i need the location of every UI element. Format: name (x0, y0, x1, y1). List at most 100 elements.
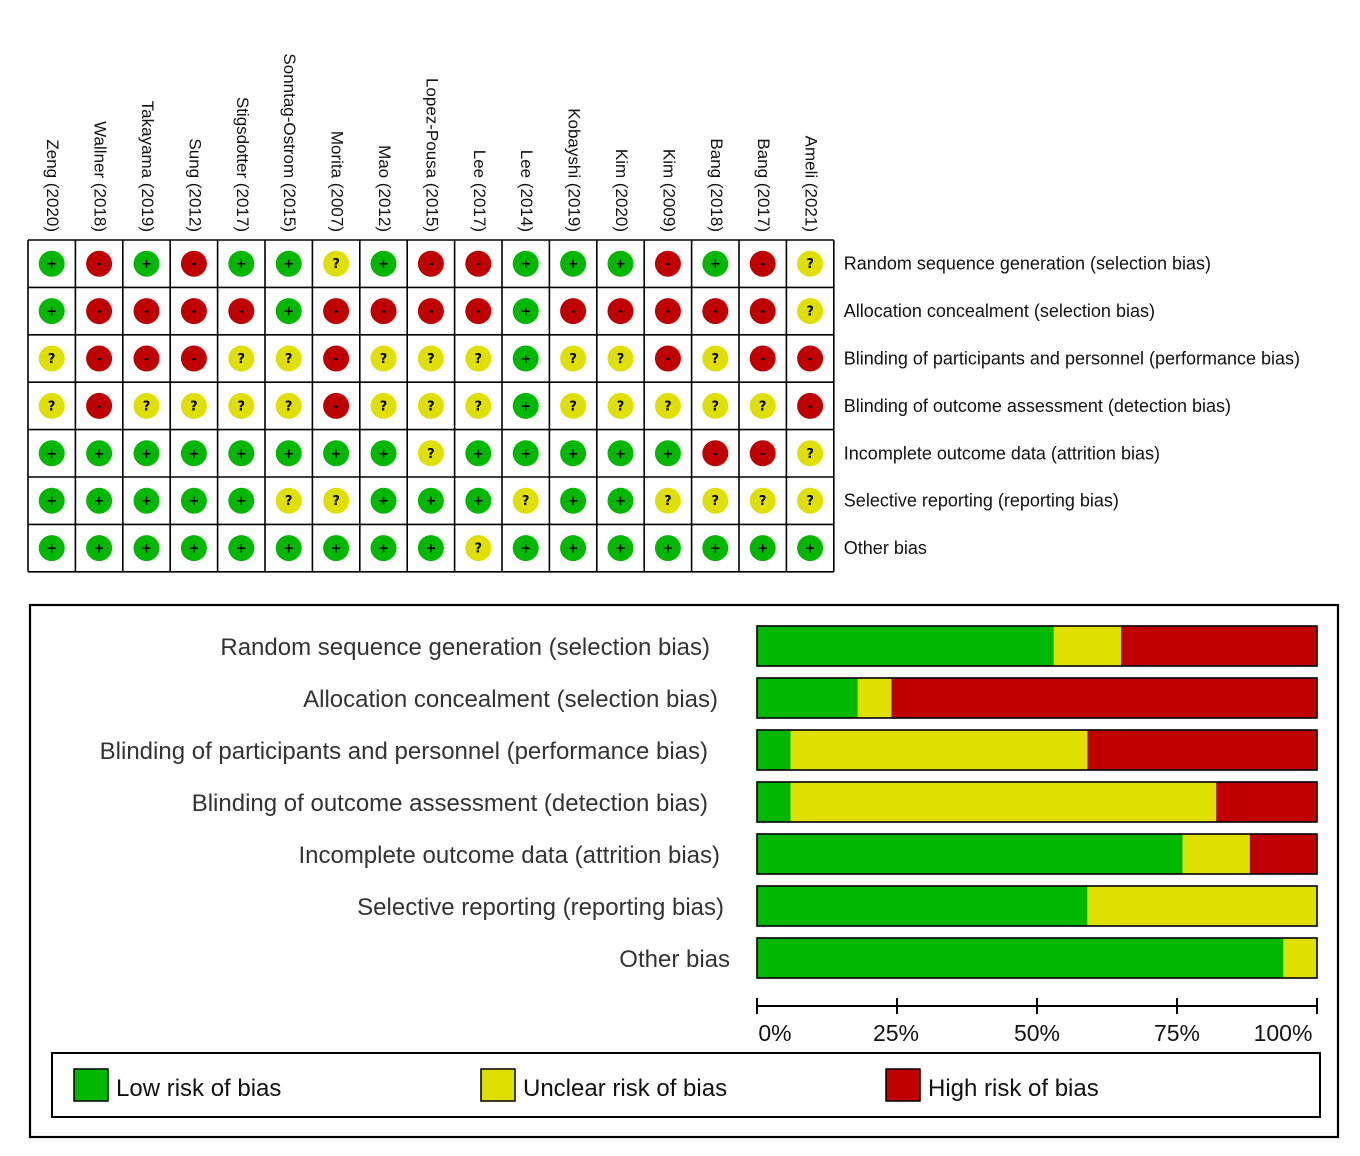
domain-label: Incomplete outcome data (attrition bias) (844, 443, 1160, 463)
judgement-circle (417, 345, 444, 372)
judgement-circle (512, 298, 539, 325)
judgement-symbol: + (615, 257, 626, 272)
summary-grid (27, 239, 835, 573)
judgement-circle (133, 250, 160, 277)
judgement-high: - (370, 298, 397, 325)
judgement-circle (323, 440, 350, 467)
judgement-symbol: - (760, 352, 765, 367)
bar-segment (790, 730, 1088, 770)
judgement-circle (702, 298, 729, 325)
judgement-symbol: - (713, 305, 718, 320)
judgement-high: - (417, 298, 444, 325)
judgement-circle (180, 298, 207, 325)
judgement-high: - (560, 298, 587, 325)
judgement-symbol: ? (332, 257, 340, 272)
judgement-low: + (370, 535, 397, 562)
bar-segment (757, 678, 858, 718)
judgement-circle (228, 298, 255, 325)
study-label: Stigsdotter (2017) (233, 97, 252, 232)
judgement-symbol: ? (48, 352, 56, 367)
judgement-circle (370, 345, 397, 372)
judgement-symbol: + (141, 447, 152, 462)
judgement-low: + (133, 535, 160, 562)
judgement-circle (512, 535, 539, 562)
judgement-circle (228, 440, 255, 467)
judgement-circle (512, 345, 539, 372)
judgement-high: - (180, 345, 207, 372)
judgement-unclear: ? (275, 345, 302, 372)
judgement-low: + (228, 440, 255, 467)
judgement-low: + (512, 392, 539, 419)
judgement-low: + (512, 250, 539, 277)
judgement-circle (465, 345, 492, 372)
judgement-circle (228, 250, 255, 277)
legend-label: Unclear risk of bias (523, 1075, 727, 1102)
judgement-circle (702, 345, 729, 372)
judgement-low: + (749, 535, 776, 562)
judgement-low: + (370, 440, 397, 467)
judgement-low: + (560, 250, 587, 277)
judgement-unclear: ? (180, 392, 207, 419)
bar-segment (1249, 834, 1317, 874)
judgement-low: + (465, 487, 492, 514)
judgement-high: - (180, 250, 207, 277)
bar-outline (756, 625, 1318, 667)
judgement-circle (275, 487, 302, 514)
judgement-unclear: ? (417, 345, 444, 372)
judgement-circle (228, 535, 255, 562)
judgement-unclear: ? (560, 345, 587, 372)
bar-segment (857, 678, 892, 718)
judgement-low: + (370, 250, 397, 277)
judgement-circle (370, 250, 397, 277)
judgement-symbol: - (96, 352, 101, 367)
judgement-circle (323, 298, 350, 325)
judgement-circle (560, 392, 587, 419)
judgement-low: + (86, 535, 113, 562)
judgement-low: + (607, 440, 634, 467)
judgement-symbol: ? (759, 399, 767, 414)
judgement-symbol: + (188, 542, 199, 557)
judgement-unclear: ? (797, 440, 824, 467)
judgement-unclear: ? (560, 392, 587, 419)
legend-label: Low risk of bias (116, 1075, 281, 1102)
judgement-symbol: - (713, 447, 718, 462)
bar-segment (1216, 782, 1317, 822)
bar-category-label: Incomplete outcome data (attrition bias) (298, 842, 720, 869)
judgement-symbol: ? (427, 447, 435, 462)
judgement-circle (86, 487, 113, 514)
judgement-symbol: - (96, 399, 101, 414)
study-label: Ameli (2021) (802, 136, 821, 232)
judgement-symbol: + (46, 542, 57, 557)
judgement-symbol: - (476, 305, 481, 320)
judgement-high: - (465, 298, 492, 325)
judgement-symbol: ? (522, 494, 530, 509)
judgement-circle (702, 250, 729, 277)
study-label: Lee (2017) (470, 150, 489, 232)
study-label: Wallner (2018) (91, 121, 110, 232)
judgement-circle (275, 298, 302, 325)
judgement-circle (86, 345, 113, 372)
judgement-symbol: - (618, 305, 623, 320)
judgement-symbol: ? (712, 494, 720, 509)
judgement-low: + (133, 250, 160, 277)
judgement-circle (133, 392, 160, 419)
judgement-circle (38, 487, 65, 514)
judgement-circle (607, 298, 634, 325)
judgement-low: + (512, 535, 539, 562)
judgement-symbol: + (236, 542, 247, 557)
x-tick-label: 0% (758, 1020, 791, 1046)
judgement-circle (323, 392, 350, 419)
judgement-unclear: ? (465, 535, 492, 562)
bar-category-label: Blinding of participants and personnel (… (100, 738, 708, 765)
judgement-low: + (275, 535, 302, 562)
judgement-circle (465, 440, 492, 467)
judgement-symbol: + (283, 447, 294, 462)
judgement-symbol: + (757, 542, 768, 557)
judgement-high: - (749, 440, 776, 467)
judgement-low: + (512, 298, 539, 325)
judgement-symbol: + (710, 542, 721, 557)
judgement-high: - (86, 392, 113, 419)
judgement-symbol: ? (664, 399, 672, 414)
judgement-low: + (323, 440, 350, 467)
judgement-circle (560, 298, 587, 325)
